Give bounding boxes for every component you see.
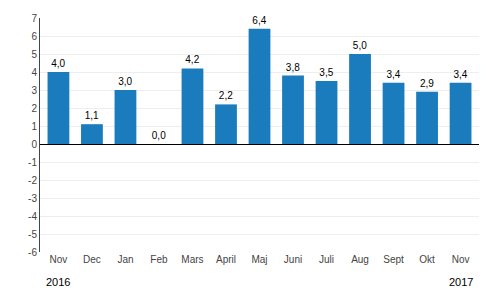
svg-text:1: 1 xyxy=(31,121,37,132)
svg-text:-1: -1 xyxy=(28,157,37,168)
svg-text:Juni: Juni xyxy=(284,254,302,265)
svg-text:Nov: Nov xyxy=(50,254,68,265)
svg-text:Dec: Dec xyxy=(83,254,101,265)
svg-text:0,0: 0,0 xyxy=(152,130,166,141)
svg-text:4,0: 4,0 xyxy=(51,58,65,69)
svg-text:Nov: Nov xyxy=(452,254,470,265)
svg-text:-5: -5 xyxy=(28,229,37,240)
svg-text:3,5: 3,5 xyxy=(319,67,333,78)
svg-text:4,2: 4,2 xyxy=(185,54,199,65)
svg-text:5: 5 xyxy=(31,49,37,60)
svg-text:Jan: Jan xyxy=(117,254,133,265)
svg-text:Juli: Juli xyxy=(319,254,334,265)
svg-text:0: 0 xyxy=(31,139,37,150)
svg-text:-2: -2 xyxy=(28,175,37,186)
svg-text:Maj: Maj xyxy=(251,254,267,265)
svg-text:3,4: 3,4 xyxy=(386,69,400,80)
svg-text:4: 4 xyxy=(31,67,37,78)
svg-text:2016: 2016 xyxy=(46,276,70,288)
svg-text:-3: -3 xyxy=(28,193,37,204)
svg-text:Okt: Okt xyxy=(419,254,435,265)
svg-text:-6: -6 xyxy=(28,247,37,258)
svg-text:2017: 2017 xyxy=(449,276,473,288)
svg-text:2: 2 xyxy=(31,103,37,114)
svg-text:2,2: 2,2 xyxy=(219,90,233,101)
svg-text:2,9: 2,9 xyxy=(420,78,434,89)
svg-text:1,1: 1,1 xyxy=(85,110,99,121)
svg-text:3,4: 3,4 xyxy=(453,69,467,80)
svg-text:Aug: Aug xyxy=(351,254,369,265)
svg-text:Feb: Feb xyxy=(150,254,168,265)
svg-text:7: 7 xyxy=(31,13,37,24)
svg-text:Sept: Sept xyxy=(383,254,404,265)
svg-text:Mars: Mars xyxy=(181,254,203,265)
svg-text:-4: -4 xyxy=(28,211,37,222)
svg-text:6,4: 6,4 xyxy=(252,15,266,26)
svg-text:3,8: 3,8 xyxy=(286,62,300,73)
svg-text:6: 6 xyxy=(31,31,37,42)
svg-text:5,0: 5,0 xyxy=(353,40,367,51)
svg-text:3,0: 3,0 xyxy=(118,76,132,87)
svg-text:April: April xyxy=(216,254,236,265)
svg-text:3: 3 xyxy=(31,85,37,96)
